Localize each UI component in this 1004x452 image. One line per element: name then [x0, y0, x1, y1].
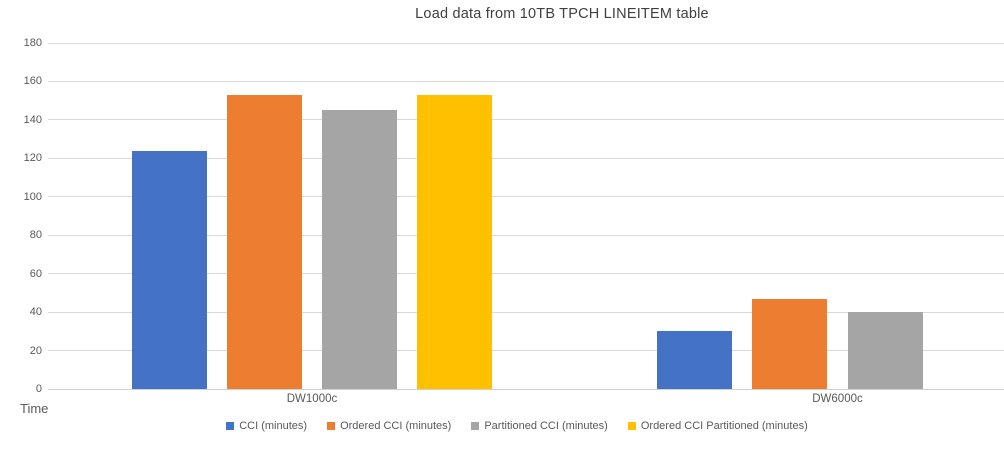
gridline: [48, 119, 1004, 121]
gridline: [48, 42, 1004, 44]
y-tick-label: 0: [35, 383, 42, 395]
y-tick-label: 60: [29, 267, 42, 280]
bar: [131, 150, 207, 389]
gridline: [48, 350, 1004, 352]
legend-item: Partitioned CCI (minutes): [471, 420, 608, 432]
legend-swatch-icon: [471, 422, 480, 430]
legend-label: Partitioned CCI (minutes): [484, 420, 608, 432]
legend-swatch-icon: [327, 422, 336, 430]
legend-item: CCI (minutes): [226, 420, 307, 432]
legend-label: CCI (minutes): [239, 420, 308, 432]
gridline: [48, 157, 1004, 159]
legend-item: Ordered CCI (minutes): [327, 420, 451, 432]
bar: [417, 94, 493, 389]
y-tick-label: 160: [23, 75, 42, 88]
legend: CCI (minutes) Ordered CCI (minutes) Partit…: [48, 420, 986, 432]
bar: [322, 110, 398, 389]
y-tick-label: 140: [23, 113, 42, 126]
legend-swatch-icon: [226, 422, 235, 430]
bar: [226, 94, 302, 389]
legend-label: Ordered CCI Partitioned (minutes): [640, 420, 808, 432]
axis-title: Time: [20, 401, 49, 416]
gridline: [48, 196, 1004, 198]
bar: [847, 312, 923, 389]
y-tick-label: 180: [23, 37, 42, 49]
x-category-label: DW6000c: [812, 393, 863, 405]
x-axis-line: [48, 388, 1004, 390]
x-category-label: DW1000c: [286, 393, 338, 405]
gridline: [48, 311, 1004, 313]
gridline: [48, 80, 1004, 82]
gridline: [48, 273, 1004, 275]
gridline: [48, 234, 1004, 236]
legend-label: Ordered CCI (minutes): [340, 420, 452, 432]
y-tick-label: 20: [29, 344, 42, 357]
y-tick-label: 80: [29, 229, 42, 242]
chart-title: Load data from 10TB TPCH LINEITEM table: [415, 6, 709, 22]
bar: [657, 331, 733, 389]
y-tick-label: 100: [23, 190, 42, 203]
legend-swatch-icon: [627, 422, 636, 430]
legend-item: Ordered CCI Partitioned (minutes): [627, 420, 808, 432]
bar: [752, 298, 828, 389]
y-tick-label: 120: [23, 152, 42, 165]
y-tick-label: 40: [29, 306, 42, 319]
